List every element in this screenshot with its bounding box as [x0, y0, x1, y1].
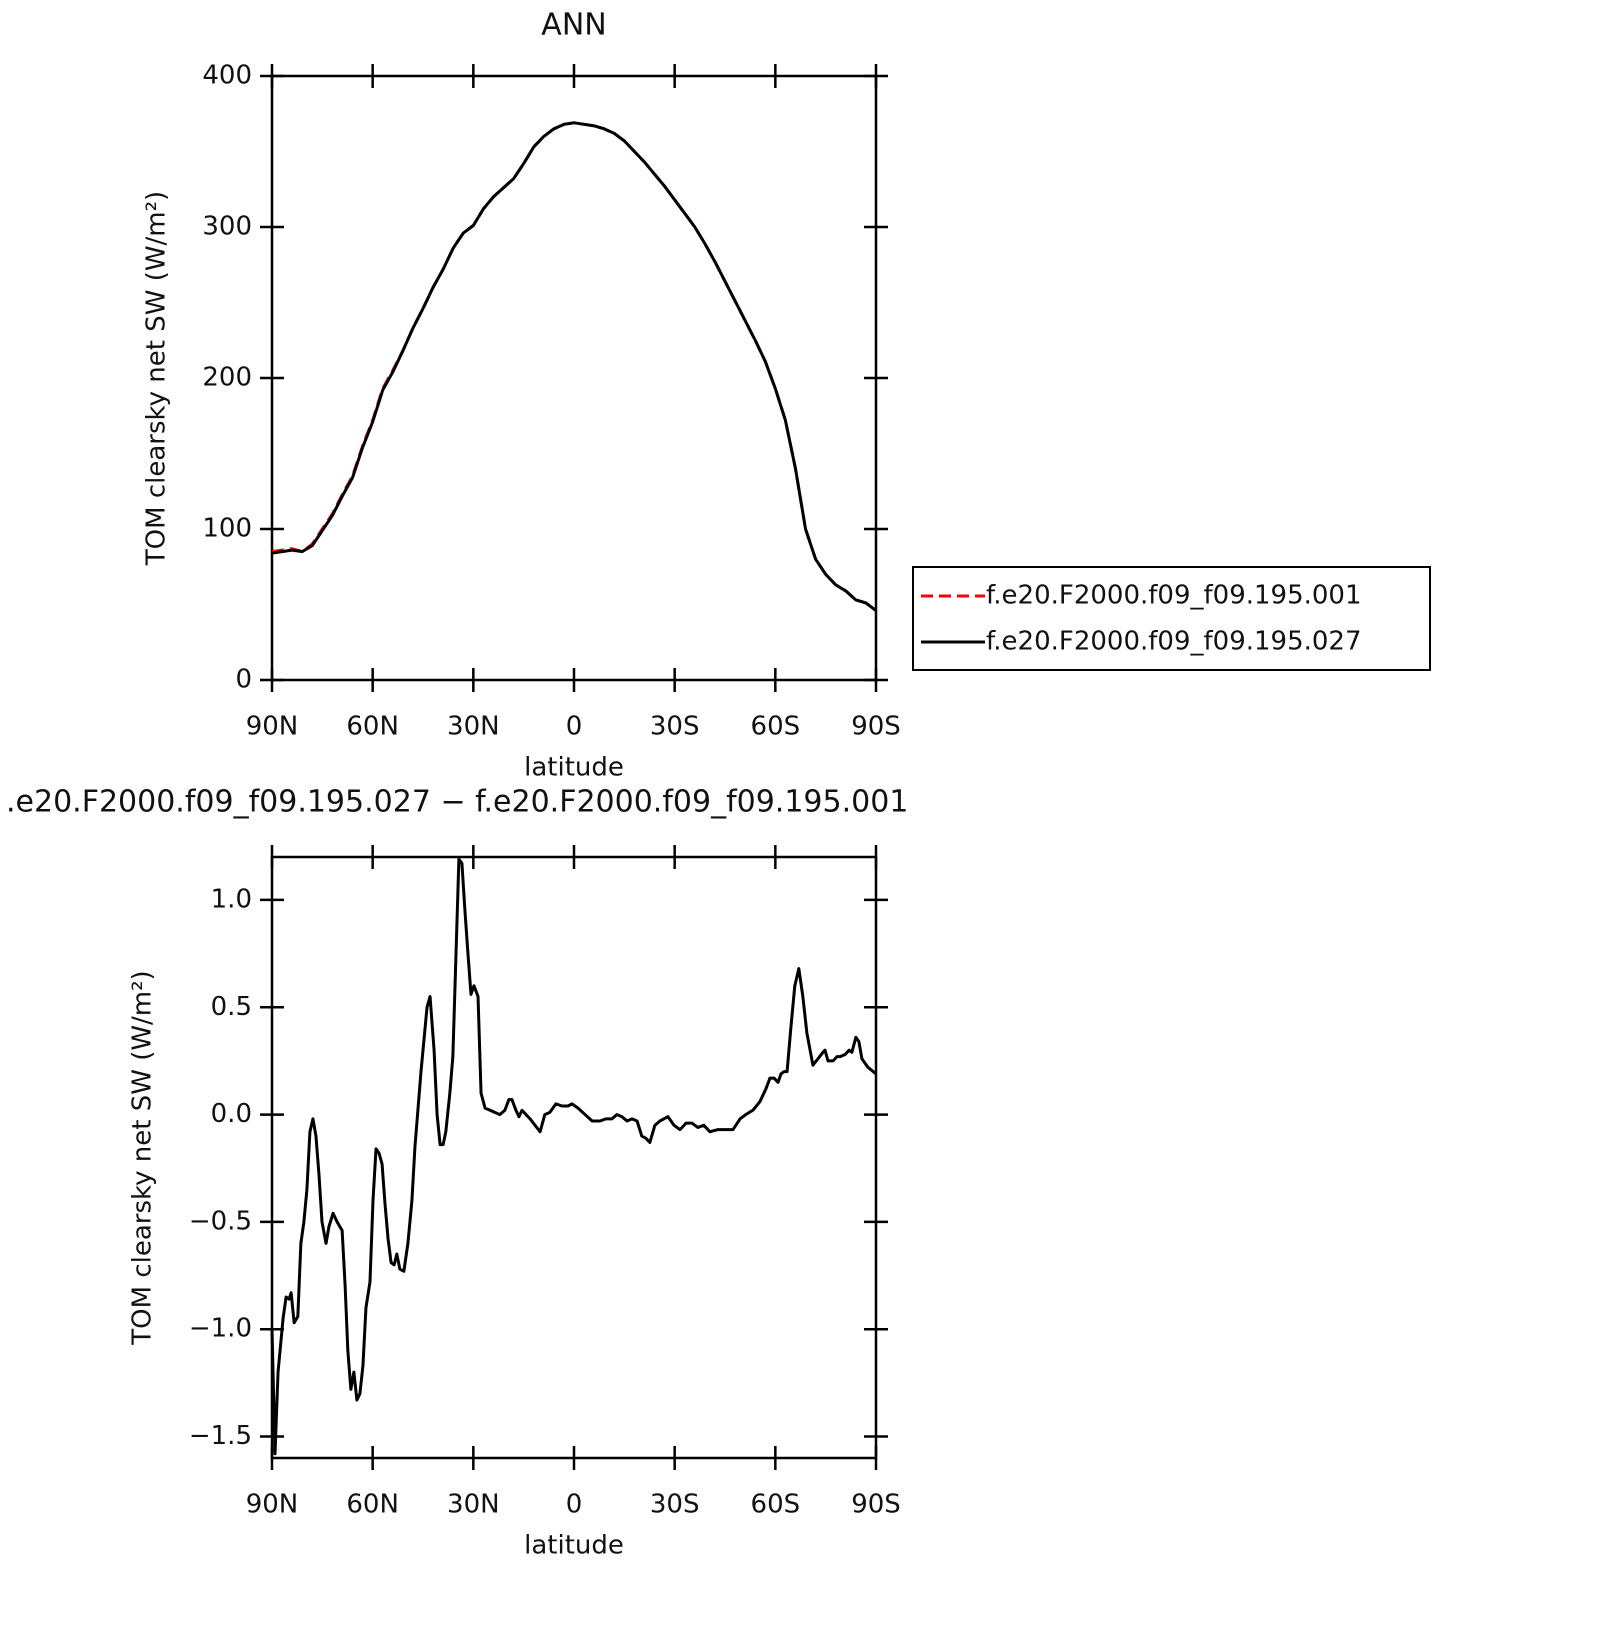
x-tick-label: 90N	[246, 1490, 299, 1520]
y-tick-label: 0	[235, 665, 252, 695]
y-axis-label: TOM clearsky net SW (W/m²)	[142, 191, 172, 566]
y-tick-label: −1.0	[189, 1314, 252, 1344]
chart-title: .e20.F2000.f09_f09.195.027 − f.e20.F2000…	[6, 785, 908, 820]
x-tick-label: 60N	[346, 712, 399, 742]
data-line	[271, 121, 877, 612]
x-tick-label: 90S	[851, 1490, 901, 1520]
x-tick-label: 90N	[246, 712, 299, 742]
x-tick-label: 30N	[447, 712, 500, 742]
x-axis-label: latitude	[524, 1531, 624, 1561]
legend-label: f.e20.F2000.f09_f09.195.001	[986, 581, 1362, 611]
y-tick-label: 100	[202, 514, 252, 544]
x-axis-label: latitude	[524, 753, 624, 783]
x-tick-label: 30S	[650, 1490, 700, 1520]
chart-title: ANN	[541, 8, 606, 43]
y-tick-label: 0.0	[211, 1099, 252, 1129]
y-tick-label: 300	[202, 212, 252, 242]
x-tick-label: 0	[566, 712, 583, 742]
data-line	[271, 121, 877, 612]
x-tick-label: 0	[566, 1490, 583, 1520]
y-tick-label: −1.5	[189, 1421, 252, 1451]
x-tick-label: 60S	[751, 1490, 801, 1520]
y-tick-label: 400	[202, 61, 252, 91]
legend-box	[912, 566, 1431, 671]
legend-label: f.e20.F2000.f09_f09.195.027	[986, 627, 1362, 657]
y-tick-label: −0.5	[189, 1206, 252, 1236]
x-tick-label: 90S	[851, 712, 901, 742]
plot-frame	[270, 74, 878, 682]
x-tick-label: 60S	[751, 712, 801, 742]
data-line	[270, 857, 877, 1456]
x-tick-label: 60N	[346, 1490, 399, 1520]
x-tick-label: 30S	[650, 712, 700, 742]
y-tick-label: 0.5	[211, 992, 252, 1022]
y-axis-label: TOM clearsky net SW (W/m²)	[128, 970, 158, 1345]
x-tick-label: 30N	[447, 1490, 500, 1520]
y-tick-label: 200	[202, 363, 252, 393]
y-tick-label: 1.0	[211, 884, 252, 914]
